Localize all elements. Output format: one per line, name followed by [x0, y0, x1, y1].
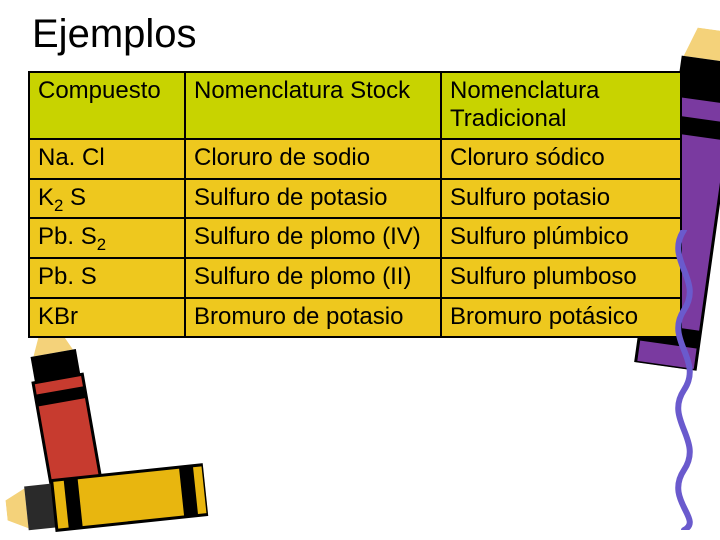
- table-row: KBrBromuro de potasioBromuro potásico: [29, 298, 681, 338]
- cell-compuesto: Na. Cl: [29, 139, 185, 179]
- table-row: Pb. S2Sulfuro de plomo (IV)Sulfuro plúmb…: [29, 218, 681, 258]
- col-header-stock: Nomenclatura Stock: [185, 72, 441, 139]
- cell-compuesto: KBr: [29, 298, 185, 338]
- page-title: Ejemplos: [32, 12, 692, 57]
- table-row: K2 SSulfuro de potasioSulfuro potasio: [29, 179, 681, 219]
- table-row: Pb. SSulfuro de plomo (II)Sulfuro plumbo…: [29, 258, 681, 298]
- cell-stock: Sulfuro de plomo (IV): [185, 218, 441, 258]
- cell-stock: Cloruro de sodio: [185, 139, 441, 179]
- cell-stock: Sulfuro de potasio: [185, 179, 441, 219]
- col-header-tradicional: Nomenclatura Tradicional: [441, 72, 681, 139]
- nomenclature-table: Compuesto Nomenclatura Stock Nomenclatur…: [28, 71, 682, 338]
- cell-compuesto: Pb. S: [29, 258, 185, 298]
- nomenclature-table-wrap: Compuesto Nomenclatura Stock Nomenclatur…: [28, 71, 692, 338]
- table-header-row: Compuesto Nomenclatura Stock Nomenclatur…: [29, 72, 681, 139]
- col-header-compuesto: Compuesto: [29, 72, 185, 139]
- cell-tradicional: Sulfuro plúmbico: [441, 218, 681, 258]
- table-body: Na. ClCloruro de sodioCloruro sódicoK2 S…: [29, 139, 681, 337]
- cell-tradicional: Cloruro sódico: [441, 139, 681, 179]
- table-row: Na. ClCloruro de sodioCloruro sódico: [29, 139, 681, 179]
- cell-tradicional: Sulfuro plumboso: [441, 258, 681, 298]
- cell-compuesto: K2 S: [29, 179, 185, 219]
- cell-stock: Bromuro de potasio: [185, 298, 441, 338]
- cell-stock: Sulfuro de plomo (II): [185, 258, 441, 298]
- cell-compuesto: Pb. S2: [29, 218, 185, 258]
- squiggle-icon: [654, 230, 714, 530]
- cell-tradicional: Bromuro potásico: [441, 298, 681, 338]
- crayon-icon: [3, 460, 208, 540]
- cell-tradicional: Sulfuro potasio: [441, 179, 681, 219]
